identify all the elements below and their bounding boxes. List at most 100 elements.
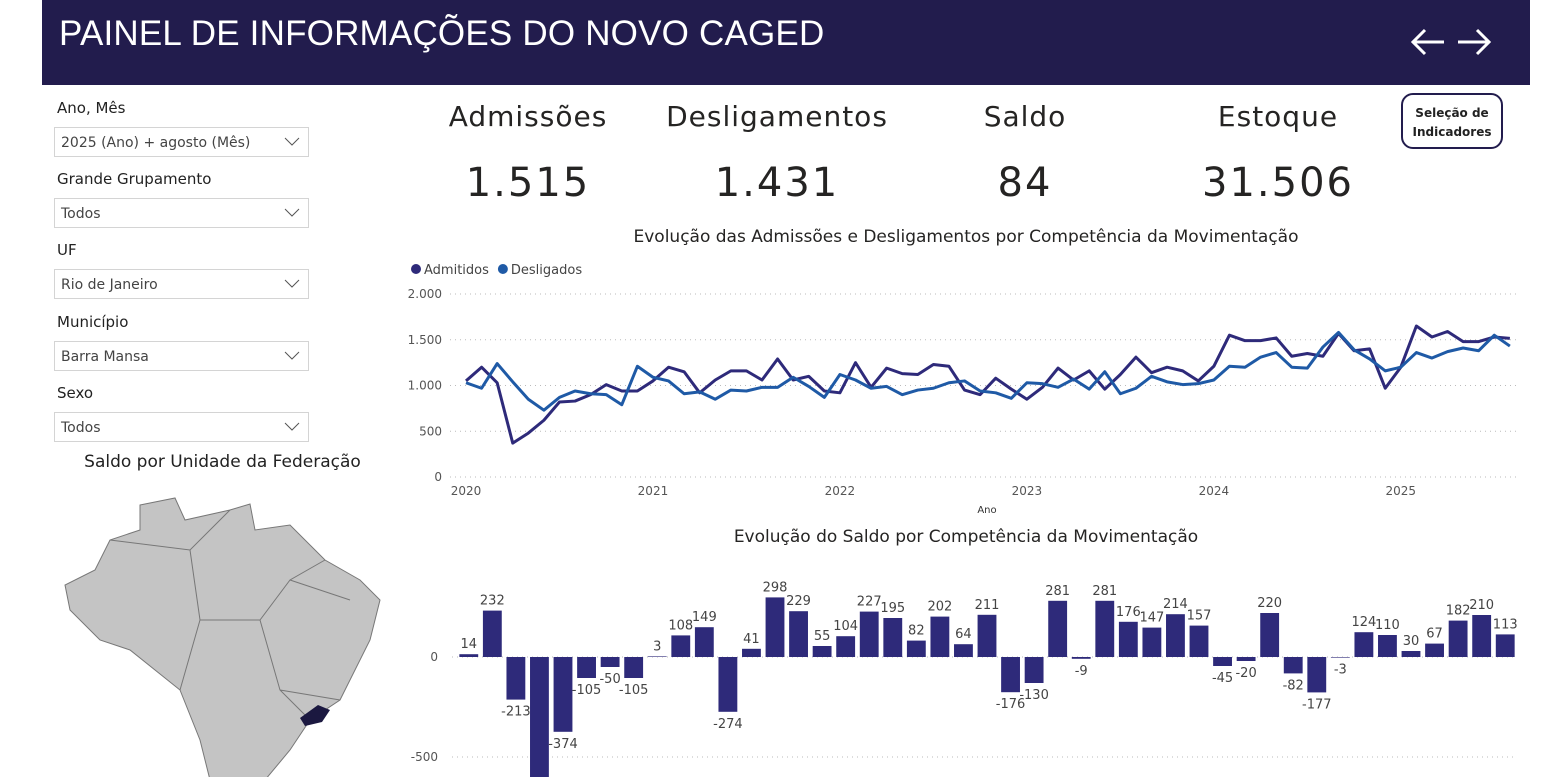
bar [765, 597, 785, 657]
bar [1048, 600, 1068, 657]
data-label: 124 [1351, 615, 1376, 630]
bar [930, 616, 950, 657]
data-label: 41 [743, 632, 760, 647]
bar [553, 657, 573, 732]
data-label: 30 [1403, 634, 1420, 649]
kpi-value: 1.431 [714, 160, 840, 206]
filter-label: Grande Grupamento [57, 170, 212, 189]
bar [482, 610, 502, 657]
chart-title: Evolução do Saldo por Competência da Mov… [734, 527, 1198, 547]
line-series [465, 330, 1511, 412]
bar [742, 648, 761, 657]
line-series [465, 324, 1510, 445]
kpi-value: 84 [997, 160, 1053, 206]
rio-de-janeiro[interactable] [300, 705, 330, 726]
filter-dropdown[interactable]: Barra Mansa [54, 340, 309, 371]
bar [789, 611, 808, 657]
bar [1166, 614, 1185, 657]
bar [1118, 621, 1138, 657]
data-label: -274 [713, 717, 743, 732]
data-label: 202 [927, 600, 952, 615]
x-tick-label: 2021 [638, 484, 669, 498]
bar [1283, 657, 1303, 674]
bar [530, 657, 549, 777]
legend-swatch [411, 264, 421, 274]
kpi-label: Estoque [1217, 100, 1339, 133]
bar [1495, 634, 1515, 657]
data-label: -45 [1212, 671, 1233, 686]
bar [1142, 627, 1162, 657]
data-label: 182 [1446, 604, 1471, 619]
y-tick-label: 2.000 [408, 287, 442, 301]
bar [718, 657, 738, 712]
data-label: -82 [1283, 678, 1304, 693]
bar [1024, 657, 1044, 683]
data-label: -50 [599, 672, 620, 687]
data-label: -20 [1235, 666, 1256, 681]
filter-label: Ano, Mês [57, 99, 126, 117]
bar [1189, 625, 1209, 657]
x-axis-title: Ano [977, 505, 996, 516]
kpi-label: Saldo [983, 100, 1067, 133]
bar [1213, 657, 1232, 666]
bar [812, 646, 832, 657]
data-label: 220 [1257, 596, 1282, 611]
data-label: 227 [857, 595, 882, 610]
data-label: 108 [668, 618, 693, 633]
back-arrow[interactable] [1410, 28, 1444, 56]
y-tick-label: 1.500 [408, 333, 442, 347]
bar [577, 657, 596, 678]
data-label: 229 [786, 594, 811, 609]
data-label: 3 [653, 639, 661, 654]
nav-arrows[interactable] [1410, 24, 1492, 60]
header: PAINEL DE INFORMAÇÕES DO NOVO CAGED [42, 0, 1530, 85]
header-title: PAINEL DE INFORMAÇÕES DO NOVO CAGED [59, 14, 825, 53]
data-label: 55 [814, 629, 831, 644]
bar [506, 657, 526, 700]
map [64, 497, 381, 777]
x-tick-label: 2022 [825, 484, 856, 498]
data-label: -213 [501, 705, 531, 720]
bar [1378, 635, 1397, 657]
bar [1095, 600, 1115, 657]
chevron [284, 208, 300, 217]
filter-label: Sexo [57, 383, 94, 402]
data-label: 176 [1116, 605, 1141, 620]
data-label: -105 [619, 683, 649, 698]
legend-swatch [497, 264, 508, 274]
bar [647, 656, 667, 657]
data-label: -130 [1019, 688, 1049, 703]
bar [1401, 651, 1421, 657]
brazil-map[interactable] [64, 497, 381, 777]
data-label: 147 [1139, 611, 1164, 626]
x-tick-label: 2024 [1199, 484, 1230, 498]
filter-dropdown[interactable]: 2025 (Ano) + agosto (Mês) [54, 127, 309, 157]
data-label: 149 [692, 610, 717, 625]
bar [1071, 657, 1091, 659]
bar [883, 618, 903, 657]
bar [1354, 632, 1374, 657]
bar [1001, 657, 1020, 693]
map-title: Saldo por Unidade da Federação [84, 452, 361, 472]
data-label: -176 [996, 697, 1026, 712]
kpi-value: 31.506 [1202, 160, 1354, 206]
bar [1307, 657, 1327, 693]
filter-dropdown[interactable]: Todos [54, 411, 309, 442]
filter-dropdown[interactable]: Todos [54, 198, 309, 229]
filter-dropdown[interactable]: Rio de Janeiro [54, 269, 309, 300]
indicator-button[interactable]: Seleção de Indicadores [1401, 93, 1503, 149]
bar [954, 644, 973, 657]
kpi-label: Admissões [448, 100, 608, 133]
legend-label: Desligados [511, 263, 582, 278]
y-tick-label: 1.000 [408, 379, 442, 393]
bar [694, 627, 714, 657]
bar [1425, 643, 1444, 657]
data-label: 157 [1187, 609, 1212, 624]
y-tick-label: -500 [411, 750, 438, 764]
kpi-label: Desligamentos [666, 100, 888, 133]
forward-arrow[interactable] [1458, 28, 1492, 56]
data-label: 281 [1045, 584, 1070, 599]
data-label: 67 [1426, 627, 1443, 642]
bar [1330, 657, 1350, 658]
